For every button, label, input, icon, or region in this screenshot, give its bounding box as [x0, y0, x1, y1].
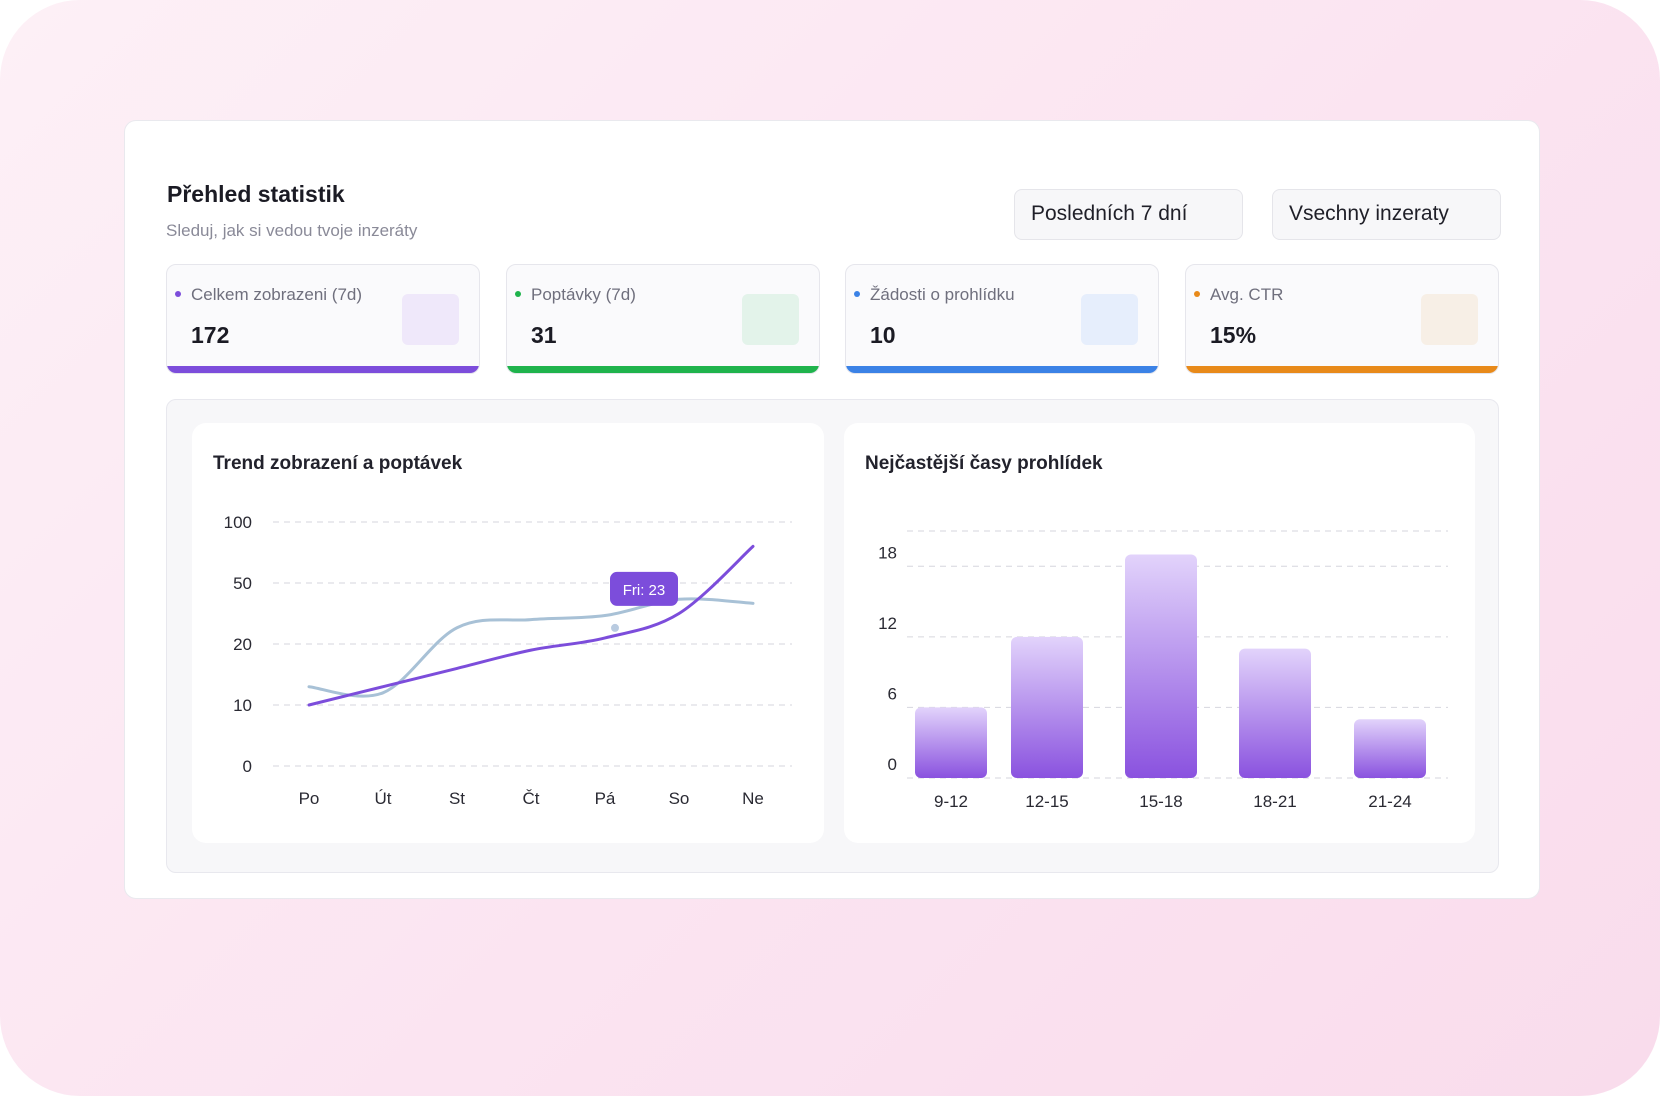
bar: [1125, 554, 1197, 778]
x-tick-label: Ne: [742, 789, 764, 808]
page-title: Přehled statistik: [167, 181, 345, 207]
y-tick-label: 20: [233, 635, 252, 654]
stat-icon-placeholder: [402, 294, 459, 345]
x-tick-label: 18-21: [1253, 792, 1296, 811]
tooltip-text: Fri: 23: [623, 582, 666, 599]
x-tick-label: St: [449, 789, 465, 808]
x-tick-label: Út: [375, 789, 392, 808]
y-tick-label: 0: [888, 755, 897, 774]
statistics-card: Přehled statistik Sleduj, jak si vedou t…: [124, 120, 1540, 899]
x-tick-label: Pá: [595, 789, 616, 808]
x-tick-label: 21-24: [1368, 792, 1411, 811]
hover-point[interactable]: [611, 623, 619, 632]
bar: [1239, 648, 1311, 778]
stat-dot: [854, 291, 860, 297]
stat-dot: [175, 291, 181, 297]
stat-card-inquiries: Poptávky (7d) 31: [506, 264, 820, 374]
y-tick-label: 18: [878, 543, 897, 562]
tooltip-box: [610, 571, 678, 606]
y-tick-label: 50: [233, 574, 252, 593]
times-chart: 0 6 12 18 9-12 12-15 15-18 18-21 21-24: [878, 530, 1448, 811]
stat-label: Avg. CTR: [1210, 285, 1284, 304]
y-tick-label: 6: [888, 684, 897, 703]
bar: [915, 707, 987, 778]
trend-chart-card: Trend zobrazení a poptávek 100 50 20 10 0 Po Ú…: [192, 423, 824, 843]
y-tick-label: 100: [224, 513, 252, 532]
stat-label: Celkem zobrazeni (7d): [191, 285, 363, 304]
stat-value: 10: [870, 322, 896, 348]
stat-label: Poptávky (7d): [531, 285, 636, 304]
x-tick-label: 12-15: [1025, 792, 1068, 811]
trend-chart-title: Trend zobrazení a poptávek: [213, 453, 463, 474]
stat-icon-placeholder: [1081, 294, 1138, 345]
stat-accent-bar: [167, 366, 479, 373]
stat-label: Žádosti o prohlídku: [870, 285, 1015, 304]
stat-card-viewing-requests: Žádosti o prohlídku 10: [845, 264, 1159, 374]
x-tick-label: 15-18: [1139, 792, 1182, 811]
stat-accent-bar: [507, 366, 819, 373]
times-chart-card: Nejčastější časy prohlídek 0 6 12 18 9-12 12-…: [844, 423, 1475, 843]
stat-accent-bar: [846, 366, 1158, 373]
x-tick-label: Čt: [523, 789, 540, 808]
stat-value: 172: [191, 322, 230, 348]
series-line: [307, 597, 755, 698]
period-select[interactable]: Posledních 7 dní: [1014, 189, 1243, 240]
bar: [1354, 719, 1426, 778]
stat-card-views: Celkem zobrazeni (7d) 172: [166, 264, 480, 374]
stat-value: 15%: [1210, 322, 1257, 348]
times-chart-title: Nejčastější časy prohlídek: [865, 453, 1103, 474]
y-tick-label: 12: [878, 614, 897, 633]
stat-card-ctr: Avg. CTR 15%: [1185, 264, 1499, 374]
x-tick-label: 9-12: [934, 792, 968, 811]
chart-tooltip: Fri: 23: [610, 571, 678, 606]
charts-panel: Trend zobrazení a poptávek 100 50 20 10 0 Po Ú…: [166, 399, 1499, 873]
x-tick-label: So: [669, 789, 690, 808]
stat-icon-placeholder: [1421, 294, 1478, 345]
page-subtitle: Sleduj, jak si vedou tvoje inzeráty: [166, 221, 418, 240]
bar: [1011, 636, 1083, 778]
stat-dot: [1194, 291, 1200, 297]
stat-accent-bar: [1186, 366, 1498, 373]
y-tick-label: 0: [243, 757, 252, 776]
stat-icon-placeholder: [742, 294, 799, 345]
stat-value: 31: [531, 322, 557, 348]
y-tick-label: 10: [233, 696, 252, 715]
listings-select[interactable]: Vsechny inzeraty: [1272, 189, 1501, 240]
series-line: [307, 544, 755, 707]
x-tick-label: Po: [299, 789, 320, 808]
stat-dot: [515, 291, 521, 297]
